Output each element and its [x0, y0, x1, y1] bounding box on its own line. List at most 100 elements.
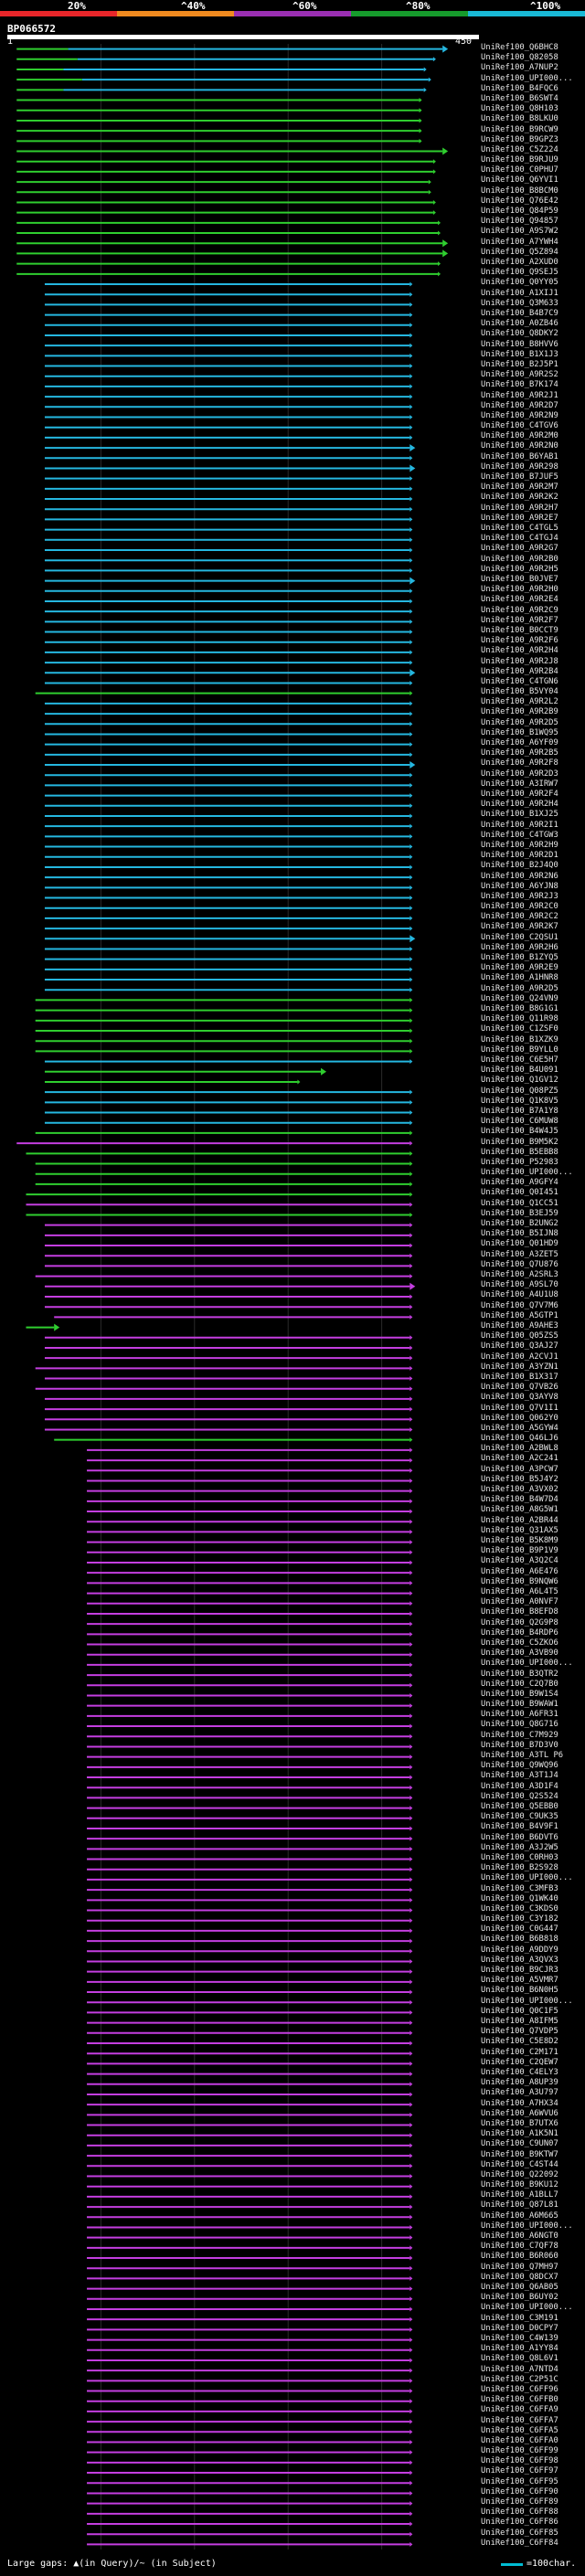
hit-label[interactable]: UniRef100_B8G1G1	[481, 1004, 558, 1014]
hit-label[interactable]: UniRef100_B6DVT6	[481, 1832, 558, 1842]
hit-label[interactable]: UniRef100_C2QEW7	[481, 2057, 558, 2067]
hit-label[interactable]: UniRef100_C6FFA5	[481, 2425, 558, 2435]
hit-label[interactable]: UniRef100_B5J4Y2	[481, 1474, 558, 1484]
hit-label[interactable]: UniRef100_A9R2I1	[481, 820, 558, 830]
hit-label[interactable]: UniRef100_C3M191	[481, 2313, 558, 2323]
hit-label[interactable]: UniRef100_UPI000...	[481, 2303, 573, 2313]
hit-label[interactable]: UniRef100_B9P1V9	[481, 1546, 558, 1556]
hit-label[interactable]: UniRef100_C4TGW3	[481, 830, 558, 840]
hit-label[interactable]: UniRef100_B6SWT4	[481, 93, 558, 103]
hit-label[interactable]: UniRef100_UPI000...	[481, 2221, 573, 2231]
hit-label[interactable]: UniRef100_Q8H103	[481, 104, 558, 114]
hit-label[interactable]: UniRef100_A9R2N6	[481, 871, 558, 881]
hit-label[interactable]: UniRef100_B2J4Q0	[481, 861, 558, 871]
hit-label[interactable]: UniRef100_C5Z224	[481, 144, 558, 154]
hit-label[interactable]: UniRef100_A9R2K7	[481, 922, 558, 932]
hit-label[interactable]: UniRef100_C3Y182	[481, 1914, 558, 1924]
hit-label[interactable]: UniRef100_C4TGL5	[481, 524, 558, 534]
hit-label[interactable]: UniRef100_B4RDP6	[481, 1627, 558, 1638]
hit-label[interactable]: UniRef100_A9R2H9	[481, 840, 558, 850]
hit-label[interactable]: UniRef100_A9R2B4	[481, 666, 558, 676]
hit-label[interactable]: UniRef100_A9R2D5	[481, 717, 558, 727]
hit-label[interactable]: UniRef100_A9R2B9	[481, 707, 558, 717]
hit-label[interactable]: UniRef100_A6YF09	[481, 738, 558, 748]
hit-label[interactable]: UniRef100_B3EJ59	[481, 1208, 558, 1218]
hit-label[interactable]: UniRef100_A1HNR8	[481, 973, 558, 983]
hit-label[interactable]: UniRef100_B9GPZ3	[481, 134, 558, 144]
hit-label[interactable]: UniRef100_A9R2H4	[481, 800, 558, 810]
hit-label[interactable]: UniRef100_A9R2M0	[481, 431, 558, 441]
hit-label[interactable]: UniRef100_C4TGJ4	[481, 534, 558, 544]
hit-label[interactable]: UniRef100_A5VMR7	[481, 1976, 558, 1986]
hit-label[interactable]: UniRef100_B1ZYQ5	[481, 953, 558, 963]
hit-label[interactable]: UniRef100_C5E8D2	[481, 2037, 558, 2047]
hit-label[interactable]: UniRef100_B9WAW1	[481, 1700, 558, 1710]
hit-label[interactable]: UniRef100_C2M171	[481, 2047, 558, 2057]
hit-label[interactable]: UniRef100_B8HVV6	[481, 339, 558, 349]
hit-label[interactable]: UniRef100_B7D3V0	[481, 1740, 558, 1750]
hit-label[interactable]: UniRef100_A9R2D1	[481, 851, 558, 861]
hit-label[interactable]: UniRef100_B9KTW7	[481, 2149, 558, 2159]
hit-label[interactable]: UniRef100_A9R2C2	[481, 912, 558, 922]
hit-label[interactable]: UniRef100_A9R2H0	[481, 585, 558, 595]
hit-label[interactable]: UniRef100_Q2S524	[481, 1791, 558, 1801]
hit-label[interactable]: UniRef100_A9R2J8	[481, 656, 558, 666]
hit-label[interactable]: UniRef100_C2QSU1	[481, 932, 558, 942]
hit-label[interactable]: UniRef100_A9R2H5	[481, 564, 558, 574]
hit-label[interactable]: UniRef100_Q7V1I1	[481, 1403, 558, 1413]
hit-label[interactable]: UniRef100_A9R2E7	[481, 513, 558, 523]
hit-label[interactable]: UniRef100_A9R2N0	[481, 441, 558, 451]
hit-label[interactable]: UniRef100_A9R2E9	[481, 963, 558, 973]
hit-label[interactable]: UniRef100_B7K174	[481, 380, 558, 390]
hit-label[interactable]: UniRef100_B5EBB8	[481, 1147, 558, 1157]
hit-label[interactable]: UniRef100_B5VY04	[481, 687, 558, 697]
hit-label[interactable]: UniRef100_A7NUP2	[481, 63, 558, 73]
hit-label[interactable]: UniRef100_B2UNG2	[481, 1219, 558, 1229]
hit-label[interactable]: UniRef100_B1XJ25	[481, 810, 558, 820]
hit-label[interactable]: UniRef100_B3QTR2	[481, 1669, 558, 1679]
hit-label[interactable]: UniRef100_A5GTP1	[481, 1310, 558, 1320]
hit-label[interactable]: UniRef100_A3PCW7	[481, 1464, 558, 1474]
hit-label[interactable]: UniRef100_Q1WK40	[481, 1893, 558, 1903]
hit-label[interactable]: UniRef100_C6FF98	[481, 2456, 558, 2466]
hit-label[interactable]: UniRef100_Q8DKY2	[481, 329, 558, 339]
hit-label[interactable]: UniRef100_Q1K8V5	[481, 1096, 558, 1106]
hit-label[interactable]: UniRef100_C6FF89	[481, 2497, 558, 2507]
hit-label[interactable]: UniRef100_B9W1S4	[481, 1689, 558, 1699]
hit-label[interactable]: UniRef100_A9R2K2	[481, 493, 558, 503]
hit-label[interactable]: UniRef100_B9KU12	[481, 2180, 558, 2190]
hit-label[interactable]: UniRef100_Q01HD9	[481, 1239, 558, 1249]
hit-label[interactable]: UniRef100_C6FFA9	[481, 2405, 558, 2415]
hit-label[interactable]: UniRef100_Q2G9P8	[481, 1617, 558, 1627]
hit-label[interactable]: UniRef100_UPI000...	[481, 73, 573, 83]
hit-label[interactable]: UniRef100_C2Q7B0	[481, 1679, 558, 1689]
hit-label[interactable]: UniRef100_A9R2H7	[481, 503, 558, 513]
hit-label[interactable]: UniRef100_B0CCT9	[481, 625, 558, 635]
hit-label[interactable]: UniRef100_UPI000...	[481, 1659, 573, 1669]
hit-label[interactable]: UniRef100_A9GFY4	[481, 1178, 558, 1188]
hit-label[interactable]: UniRef100_A4U1U8	[481, 1290, 558, 1300]
hit-label[interactable]: UniRef100_Q94857	[481, 217, 558, 227]
hit-label[interactable]: UniRef100_B8EFD8	[481, 1607, 558, 1617]
hit-label[interactable]: UniRef100_A8IFM5	[481, 2017, 558, 2027]
hit-label[interactable]: UniRef100_C4TGV6	[481, 421, 558, 431]
hit-label[interactable]: UniRef100_B9YLL0	[481, 1044, 558, 1055]
hit-label[interactable]: UniRef100_C6FF85	[481, 2528, 558, 2538]
hit-label[interactable]: UniRef100_A9AHE3	[481, 1320, 558, 1330]
hit-label[interactable]: UniRef100_Q0I451	[481, 1188, 558, 1198]
hit-label[interactable]: UniRef100_C6FF88	[481, 2507, 558, 2518]
hit-label[interactable]: UniRef100_A3ZET5	[481, 1249, 558, 1259]
hit-label[interactable]: UniRef100_A3J2W5	[481, 1842, 558, 1852]
hit-label[interactable]: UniRef100_Q08PZ5	[481, 1086, 558, 1096]
hit-label[interactable]: UniRef100_B4U091	[481, 1065, 558, 1076]
hit-label[interactable]: UniRef100_P52983	[481, 1157, 558, 1167]
hit-label[interactable]: UniRef100_A3QVX3	[481, 1955, 558, 1965]
hit-label[interactable]: UniRef100_B9RJU9	[481, 155, 558, 165]
hit-label[interactable]: UniRef100_Q6YVI1	[481, 175, 558, 186]
hit-label[interactable]: UniRef100_B5IJN8	[481, 1229, 558, 1239]
hit-label[interactable]: UniRef100_A9R2L2	[481, 697, 558, 707]
hit-label[interactable]: UniRef100_C6FF84	[481, 2538, 558, 2548]
hit-label[interactable]: UniRef100_C2P51C	[481, 2374, 558, 2384]
hit-label[interactable]: UniRef100_C6FF97	[481, 2466, 558, 2476]
hit-label[interactable]: UniRef100_B4V9F1	[481, 1822, 558, 1832]
